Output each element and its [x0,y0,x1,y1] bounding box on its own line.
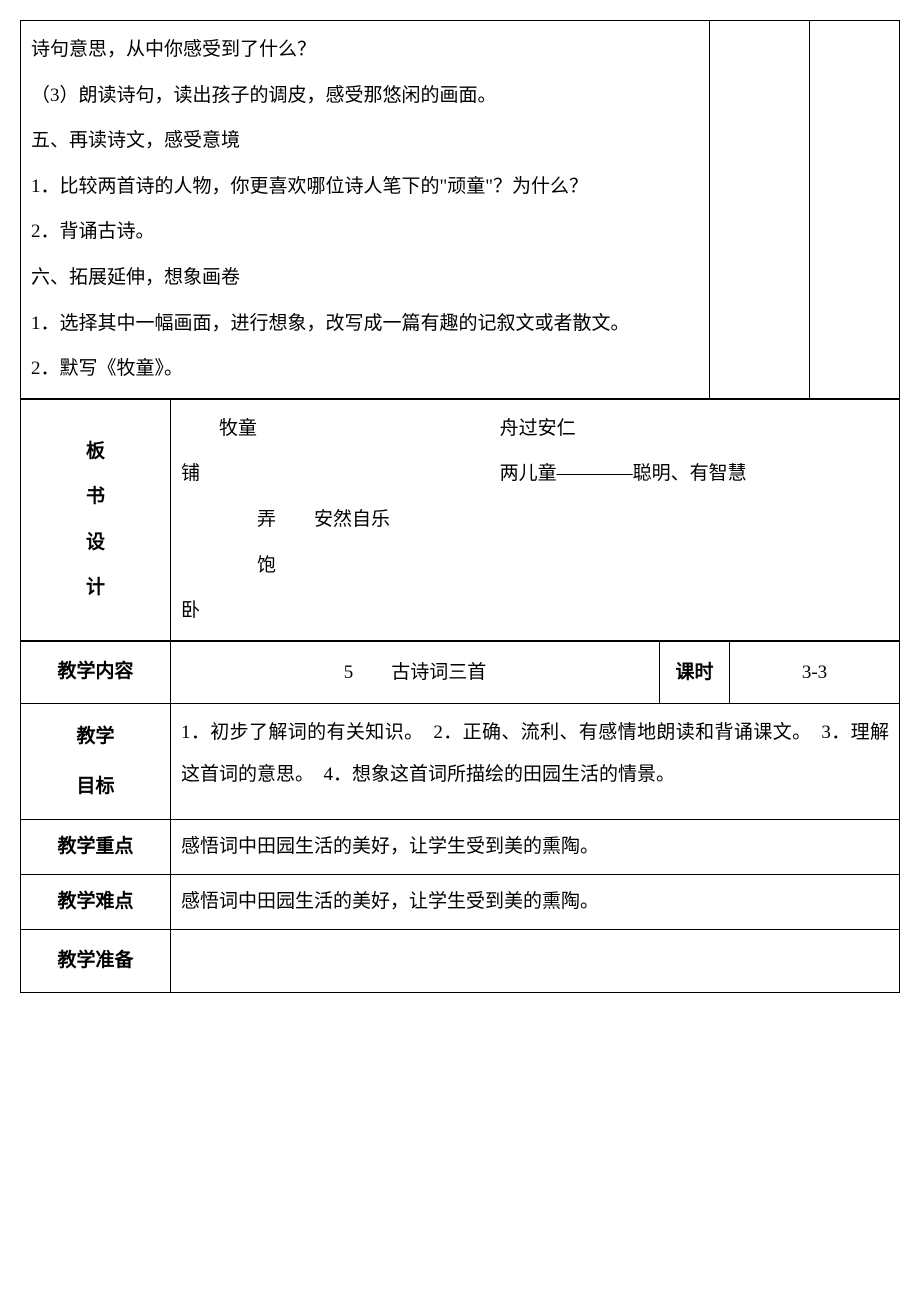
top-line-6: 六、拓展延伸，想象画卷 [31,255,699,301]
board-l1a: 牧童 [181,406,500,452]
goal-label-2: 目标 [25,762,166,811]
board-label-char-3: 设 [25,520,166,566]
nandian-label: 教学难点 [21,875,171,930]
lesson-plan-page: 诗句意思，从中你感受到了什么？ （3）朗读诗句，读出孩子的调皮，感受那悠闲的画面… [20,20,900,993]
top-line-4: 1．比较两首诗的人物，你更喜欢哪位诗人笔下的"顽童"？为什么？ [31,164,699,210]
top-line-1: 诗句意思，从中你感受到了什么？ [31,27,699,73]
top-line-8: 2．默写《牧童》。 [31,346,699,392]
top-main-cell: 诗句意思，从中你感受到了什么？ （3）朗读诗句，读出孩子的调皮，感受那悠闲的画面… [21,21,710,399]
board-l4: 饱 [181,543,889,589]
board-label-char-1: 板 [25,429,166,475]
board-l1b: 舟过安仁 [500,406,889,452]
content-label: 教学内容 [21,641,171,704]
board-l2b: 两儿童————聪明、有智慧 [500,451,889,497]
board-label-char-4: 计 [25,565,166,611]
board-content-cell: 牧童 舟过安仁 铺 两儿童————聪明、有智慧 弄 安然自乐 饱 卧 [171,399,900,640]
board-label-cell: 板 书 设 计 [21,399,171,640]
keshi-label: 课时 [660,641,730,704]
nandian-text: 感悟词中田园生活的美好，让学生受到美的熏陶。 [171,875,900,930]
board-l5: 卧 [181,588,889,634]
top-side-cell-2 [810,21,900,399]
keshi-value: 3-3 [730,641,900,704]
zhongdian-label: 教学重点 [21,820,171,875]
board-l2a: 铺 [181,451,500,497]
goal-text: 1．初步了解词的有关知识。 2．正确、流利、有感情地朗读和背诵课文。 3．理解这… [171,704,900,820]
top-line-2: （3）朗读诗句，读出孩子的调皮，感受那悠闲的画面。 [31,73,699,119]
top-line-5: 2．背诵古诗。 [31,209,699,255]
zhongdian-text: 感悟词中田园生活的美好，让学生受到美的熏陶。 [171,820,900,875]
goal-label: 教学 目标 [21,704,171,820]
content-value: 5 古诗词三首 [171,641,660,704]
goal-label-1: 教学 [25,712,166,761]
top-side-cell-1 [710,21,810,399]
zhunbei-text [171,930,900,993]
board-label-char-2: 书 [25,474,166,520]
board-l3: 弄 安然自乐 [181,497,889,543]
top-section-table: 诗句意思，从中你感受到了什么？ （3）朗读诗句，读出孩子的调皮，感受那悠闲的画面… [20,20,900,399]
board-design-table: 板 书 设 计 牧童 舟过安仁 铺 两儿童————聪明、有智慧 弄 安然自乐 饱 [20,399,900,641]
zhunbei-label: 教学准备 [21,930,171,993]
top-line-3: 五、再读诗文，感受意境 [31,118,699,164]
top-line-7: 1．选择其中一幅画面，进行想象，改写成一篇有趣的记叙文或者散文。 [31,301,699,347]
lesson-info-table: 教学内容 5 古诗词三首 课时 3-3 教学 目标 1．初步了解词的有关知识。 … [20,641,900,993]
